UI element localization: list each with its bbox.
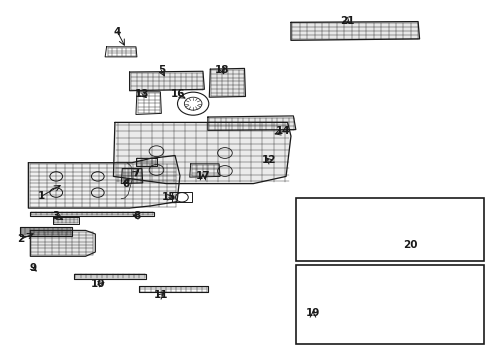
Circle shape [307, 219, 317, 226]
Polygon shape [209, 68, 245, 97]
Bar [295, 198, 483, 261]
Polygon shape [290, 22, 419, 40]
Circle shape [459, 296, 468, 303]
Text: 10: 10 [90, 279, 105, 289]
Text: 5: 5 [158, 65, 164, 75]
Text: 21: 21 [339, 16, 354, 26]
Text: 13: 13 [134, 89, 149, 99]
Text: 18: 18 [215, 65, 229, 75]
Text: 17: 17 [195, 171, 210, 181]
Text: 9: 9 [30, 263, 37, 273]
Text: 15: 15 [161, 192, 176, 202]
Circle shape [420, 266, 429, 273]
Text: 11: 11 [154, 290, 168, 300]
Text: 4: 4 [113, 27, 121, 37]
Text: 1: 1 [38, 191, 45, 201]
Circle shape [459, 219, 468, 226]
Circle shape [317, 296, 327, 303]
Circle shape [420, 219, 429, 226]
Text: 14: 14 [276, 126, 290, 136]
Circle shape [366, 296, 376, 303]
Text: 20: 20 [403, 240, 417, 250]
Circle shape [317, 266, 327, 273]
Text: 8: 8 [133, 211, 140, 221]
Circle shape [420, 296, 429, 303]
Polygon shape [113, 122, 290, 184]
Bar [295, 265, 483, 344]
Circle shape [361, 266, 371, 273]
Polygon shape [28, 156, 180, 208]
Polygon shape [30, 230, 95, 256]
Text: 12: 12 [261, 155, 276, 165]
Text: 16: 16 [171, 89, 185, 99]
Text: 7: 7 [132, 168, 140, 178]
Polygon shape [20, 227, 72, 236]
Text: 19: 19 [305, 308, 320, 318]
Polygon shape [129, 71, 204, 91]
Text: 2: 2 [17, 234, 24, 244]
Text: 3: 3 [53, 211, 60, 221]
Polygon shape [207, 116, 295, 130]
Text: 6: 6 [122, 179, 129, 189]
Circle shape [459, 266, 468, 273]
Circle shape [346, 219, 356, 226]
